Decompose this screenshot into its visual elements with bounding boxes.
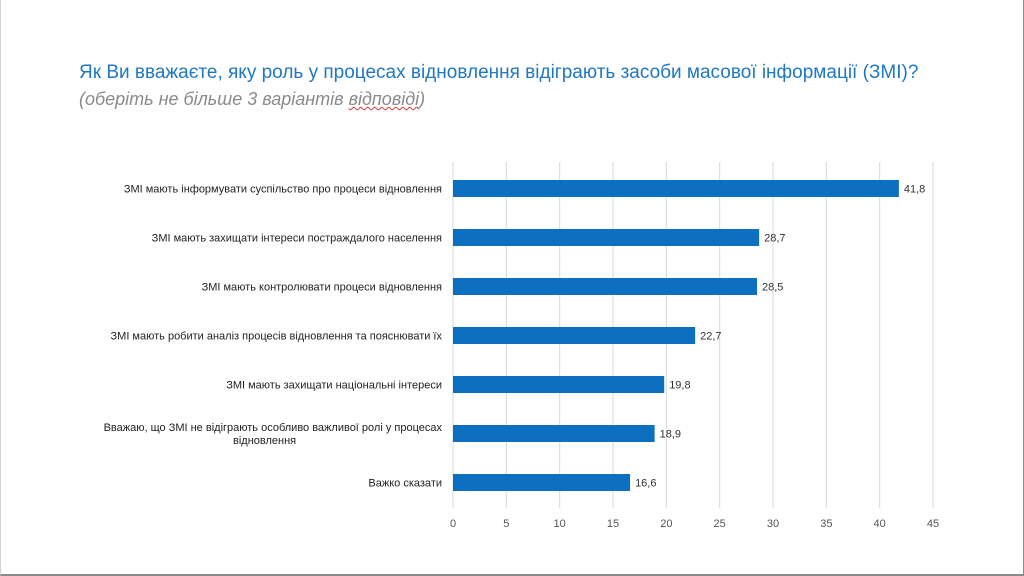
- category-label: ЗМІ мають контролювати процеси відновлен…: [202, 282, 442, 294]
- data-label: 28,5: [762, 282, 783, 294]
- x-tick-label: 15: [607, 518, 619, 530]
- bar: [453, 376, 665, 393]
- chart-subtitle: (оберіть не більше 3 варіантів відповіді…: [79, 89, 425, 110]
- x-tick-label: 0: [450, 518, 456, 530]
- data-label: 18,9: [660, 429, 681, 441]
- category-label: Важко сказати: [368, 478, 442, 490]
- category-label: ЗМІ мають робити аналіз процесів відновл…: [111, 331, 443, 343]
- subtitle-prefix: (оберіть не більше 3 варіантів: [79, 89, 349, 109]
- x-tick-label: 40: [874, 518, 886, 530]
- bar: [453, 180, 899, 197]
- bar: [453, 425, 655, 442]
- x-tick-label: 30: [767, 518, 779, 530]
- category-label: Вважаю, що ЗМІ не відіграють особливо ва…: [104, 422, 443, 434]
- x-tick-label: 10: [554, 518, 566, 530]
- bar: [453, 278, 757, 295]
- category-label: ЗМІ мають інформувати суспільство про пр…: [124, 184, 442, 196]
- data-label: 16,6: [635, 478, 656, 490]
- x-tick-label: 35: [820, 518, 832, 530]
- category-label: ЗМІ мають захищати національні інтереси: [226, 380, 442, 392]
- subtitle-suffix: ): [419, 89, 426, 109]
- data-label: 28,7: [764, 233, 785, 245]
- category-label: ЗМІ мають захищати інтереси постраждалог…: [152, 233, 442, 245]
- x-tick-label: 45: [927, 518, 939, 530]
- x-tick-label: 25: [714, 518, 726, 530]
- category-label: відновлення: [233, 435, 296, 447]
- data-label: 41,8: [904, 184, 925, 196]
- bar: [453, 327, 696, 344]
- data-label: 22,7: [700, 331, 721, 343]
- x-tick-label: 5: [503, 518, 509, 530]
- subtitle-spellcheck-word: відповіді: [348, 89, 420, 109]
- x-tick-label: 20: [660, 518, 672, 530]
- bar: [453, 229, 760, 246]
- data-label: 19,8: [669, 380, 690, 392]
- chart-title: Як Ви вважаєте, яку роль у процесах відн…: [79, 62, 919, 83]
- bar: [453, 474, 631, 491]
